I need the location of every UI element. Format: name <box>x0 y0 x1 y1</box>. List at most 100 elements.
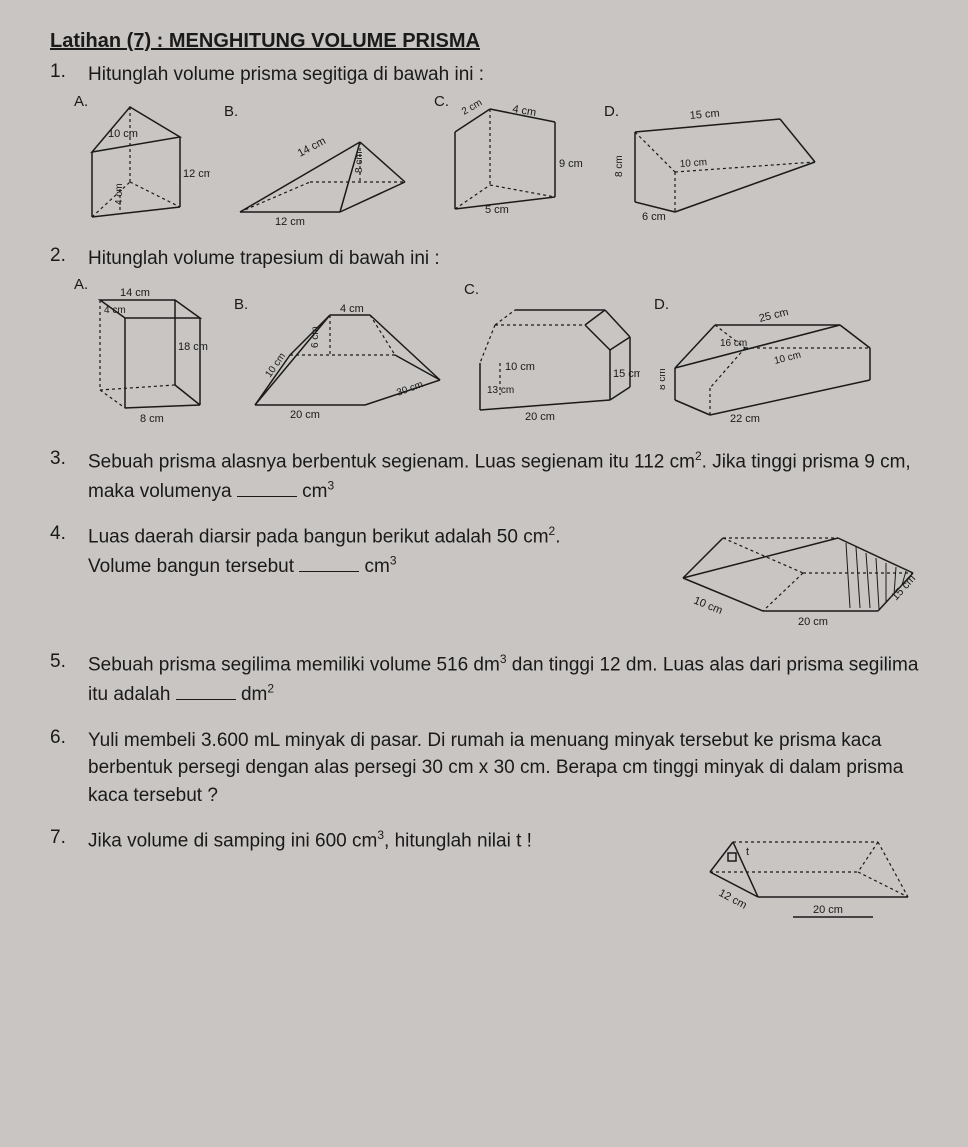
blank-line <box>237 476 297 497</box>
trap-prism-a-icon: 14 cm 4 cm 18 cm 8 cm <box>80 280 220 430</box>
q1-text: Hitunglah volume prisma segitiga di bawa… <box>88 61 928 89</box>
q7-text-a: Jika volume di samping ini 600 cm <box>88 831 377 852</box>
dim-label: 16 cm <box>720 338 747 349</box>
tri-prism-d-icon: 15 cm 10 cm 8 cm 6 cm <box>610 107 830 227</box>
dim-label: 10 cm <box>692 595 724 617</box>
sup-3: 3 <box>390 554 397 568</box>
q7-prism-icon: t 12 cm 20 cm <box>698 827 928 947</box>
sup-3: 3 <box>328 479 335 493</box>
title-text: Latihan (7) : MENGHITUNG VOLUME PRISMA <box>50 30 480 52</box>
q2-fig-a: A. 14 cm 4 cm 18 cm 8 cm <box>80 280 220 430</box>
q1-fig-a: A. 10 cm 12 cm 4 cm <box>80 97 210 227</box>
question-2: 2. Hitunglah volume trapesium di bawah i… <box>50 245 928 431</box>
dim-label: 4 cm <box>511 103 537 119</box>
q3-text-a: Sebuah prisma alasnya berbentuk segienam… <box>88 451 695 472</box>
q4-unit: cm <box>359 556 390 577</box>
q1-fig-c: C. 2 cm 4 cm 9 cm 5 cm <box>440 97 590 227</box>
dim-label: 12 cm <box>183 168 210 180</box>
q1-fig-b: B. 14 cm 8 cm 12 cm <box>230 107 420 227</box>
dim-label: 22 cm <box>730 413 760 425</box>
dim-label: 9 cm <box>559 158 583 170</box>
dim-label: 4 cm <box>340 303 364 315</box>
dim-label: 8 cm <box>660 368 668 390</box>
trap-prism-d-icon: 25 cm 16 cm 10 cm 8 cm 22 cm <box>660 310 880 430</box>
trap-prism-b-icon: 4 cm 10 cm 6 cm 30 cm 20 cm <box>240 300 450 430</box>
q6-text: Yuli membeli 3.600 mL minyak di pasar. D… <box>88 727 928 810</box>
dim-label: 18 cm <box>178 341 208 353</box>
question-1: 1. Hitunglah volume prisma segitiga di b… <box>50 61 928 227</box>
dim-label: 12 cm <box>275 216 305 227</box>
question-5: 5. Sebuah prisma segilima memiliki volum… <box>50 651 928 708</box>
q7-number: 7. <box>50 827 78 849</box>
q2-fig-d: D. 25 cm 16 cm 10 cm 8 cm 22 cm <box>660 310 880 430</box>
q3-unit: cm <box>297 481 328 502</box>
q2-number: 2. <box>50 245 78 267</box>
q1-fig-d: D. 15 cm 10 cm 8 cm 6 cm <box>610 107 830 227</box>
dim-label: 6 cm <box>642 211 666 223</box>
q4-prism-icon: 10 cm 15 cm 20 cm <box>668 523 928 633</box>
q5-unit: dm <box>236 684 268 705</box>
q4-number: 4. <box>50 523 78 545</box>
dim-label: 30 cm <box>395 379 424 399</box>
worksheet-title: Latihan (7) : MENGHITUNG VOLUME PRISMA <box>50 30 928 53</box>
q1-label-a: A. <box>74 93 88 110</box>
dim-label: 12 cm <box>717 887 749 912</box>
dim-label: 6 cm <box>310 326 321 348</box>
question-6: 6. Yuli membeli 3.600 mL minyak di pasar… <box>50 727 928 810</box>
q1-label-b: B. <box>224 103 238 120</box>
q1-label-c: C. <box>434 93 449 110</box>
dim-label: 20 cm <box>525 411 555 423</box>
q1-number: 1. <box>50 61 78 83</box>
dim-label: 15 cm <box>613 368 640 380</box>
tri-prism-b-icon: 14 cm 8 cm 12 cm <box>230 107 420 227</box>
blank-line <box>299 551 359 572</box>
question-3: 3. Sebuah prisma alasnya berbentuk segie… <box>50 448 928 505</box>
dim-label: 10 cm <box>679 157 707 170</box>
dim-label: 10 cm <box>773 350 802 367</box>
blank-line <box>176 679 236 700</box>
q7-text-b: , hitunglah nilai t ! <box>384 831 532 852</box>
dim-label: 10 cm <box>108 128 138 140</box>
dim-label: 20 cm <box>798 616 828 628</box>
q2-fig-c: C. 10 cm 13 cm 15 cm 20 cm <box>470 295 640 430</box>
q4-text: Luas daerah diarsir pada bangun berikut … <box>88 523 648 580</box>
dim-label: 8 cm <box>354 151 365 173</box>
q5-number: 5. <box>50 651 78 673</box>
q1-figures: A. 10 cm 12 cm 4 cm B. <box>80 97 928 227</box>
q3-text: Sebuah prisma alasnya berbentuk segienam… <box>88 448 928 505</box>
dim-label: 20 cm <box>813 904 843 916</box>
dim-label: 5 cm <box>485 204 509 216</box>
dim-label: 10 cm <box>505 361 535 373</box>
dim-label: 25 cm <box>758 310 790 325</box>
q2-text: Hitunglah volume trapesium di bawah ini … <box>88 245 928 273</box>
dim-label: t <box>746 846 749 858</box>
dim-label: 4 cm <box>104 305 126 316</box>
tri-prism-c-icon: 2 cm 4 cm 9 cm 5 cm <box>440 97 590 227</box>
question-7: 7. Jika volume di samping ini 600 cm3, h… <box>50 827 928 947</box>
dim-label: 15 cm <box>689 107 720 122</box>
q2-label-d: D. <box>654 296 669 313</box>
dim-label: 20 cm <box>290 409 320 421</box>
sup-2: 2 <box>695 449 702 463</box>
q7-text: Jika volume di samping ini 600 cm3, hitu… <box>88 827 688 855</box>
dim-label: 14 cm <box>120 287 150 299</box>
q4-text-b: . <box>555 527 560 548</box>
q2-label-c: C. <box>464 281 479 298</box>
q2-label-a: A. <box>74 276 88 293</box>
dim-label: 13 cm <box>487 385 514 396</box>
q4-text-a: Luas daerah diarsir pada bangun berikut … <box>88 527 549 548</box>
dim-label: 4 cm <box>114 183 125 205</box>
q2-figures: A. 14 cm 4 cm 18 cm 8 cm B. <box>80 280 928 430</box>
q3-number: 3. <box>50 448 78 470</box>
tri-prism-a-icon: 10 cm 12 cm 4 cm <box>80 97 210 227</box>
sup-3: 3 <box>500 652 507 666</box>
trap-prism-c-icon: 10 cm 13 cm 15 cm 20 cm <box>470 295 640 430</box>
dim-label: 8 cm <box>140 413 164 425</box>
dim-label: 8 cm <box>614 155 625 177</box>
q5-text-a: Sebuah prisma segilima memiliki volume 5… <box>88 655 500 676</box>
q2-label-b: B. <box>234 296 248 313</box>
question-4: 4. Luas daerah diarsir pada bangun berik… <box>50 523 928 633</box>
q5-text: Sebuah prisma segilima memiliki volume 5… <box>88 651 928 708</box>
dim-label: 14 cm <box>296 135 328 160</box>
q1-label-d: D. <box>604 103 619 120</box>
